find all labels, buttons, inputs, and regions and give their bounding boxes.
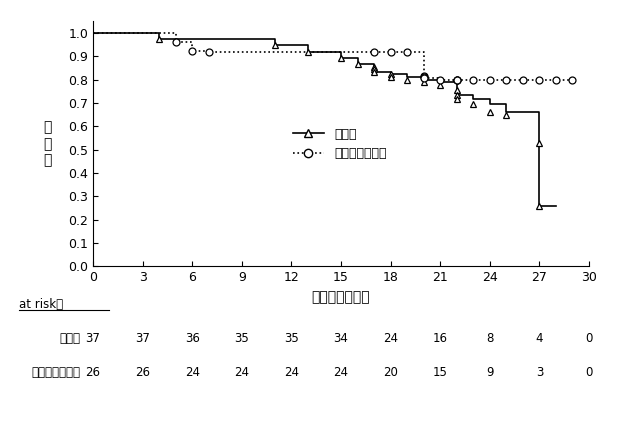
- Text: 15: 15: [433, 366, 448, 379]
- Legend: 本剤群, エベロリムス群: 本剤群, エベロリムス群: [288, 123, 391, 165]
- Text: 3: 3: [536, 366, 543, 379]
- Text: 34: 34: [334, 332, 348, 345]
- Text: 35: 35: [284, 332, 299, 345]
- Text: 26: 26: [135, 366, 150, 379]
- Text: 9: 9: [486, 366, 494, 379]
- Text: 36: 36: [185, 332, 200, 345]
- Text: 0: 0: [585, 366, 593, 379]
- Text: 0: 0: [585, 332, 593, 345]
- Text: 24: 24: [185, 366, 200, 379]
- Text: 35: 35: [234, 332, 249, 345]
- Text: 24: 24: [334, 366, 348, 379]
- Text: at risk数: at risk数: [19, 298, 63, 311]
- Text: 24: 24: [234, 366, 249, 379]
- Text: 16: 16: [433, 332, 448, 345]
- Text: 37: 37: [135, 332, 150, 345]
- Text: 20: 20: [383, 366, 398, 379]
- Text: 本剤群: 本剤群: [60, 332, 81, 345]
- Text: 24: 24: [284, 366, 299, 379]
- Text: 4: 4: [536, 332, 543, 345]
- Y-axis label: 生
存
率: 生 存 率: [43, 121, 51, 167]
- Text: 8: 8: [486, 332, 494, 345]
- X-axis label: 生存期間（月）: 生存期間（月）: [312, 290, 370, 304]
- Text: 26: 26: [86, 366, 100, 379]
- Text: 24: 24: [383, 332, 398, 345]
- Text: エベロリムス群: エベロリムス群: [32, 366, 81, 379]
- Text: 37: 37: [86, 332, 100, 345]
